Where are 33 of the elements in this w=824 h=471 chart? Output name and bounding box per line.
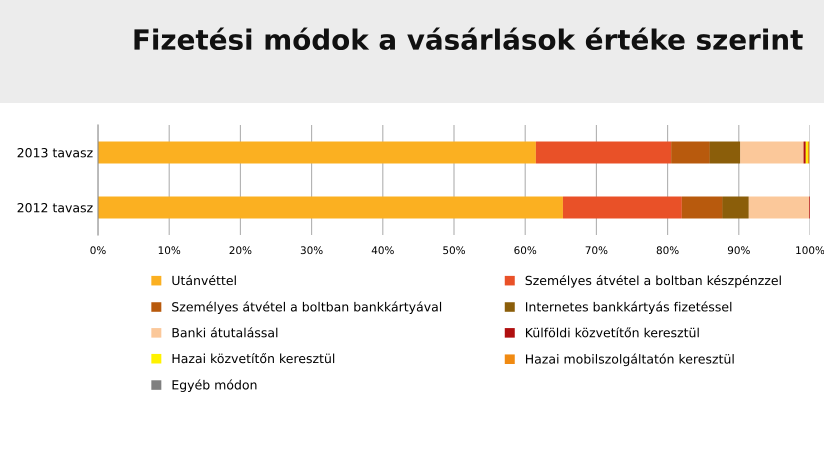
x-tick-label: 30% xyxy=(300,246,323,254)
x-tick-label: 50% xyxy=(443,246,465,254)
y-tick-label: 2012 tavasz xyxy=(18,202,93,212)
y-tick-label: 2013 tavasz xyxy=(18,148,93,158)
x-tick-label: 10% xyxy=(158,246,180,254)
bar xyxy=(710,142,740,164)
bar xyxy=(98,196,563,218)
bar xyxy=(748,196,810,218)
bar xyxy=(536,142,672,164)
x-tick-label: 20% xyxy=(230,246,252,254)
legend-label: Külföldi közvetítőn keresztül xyxy=(526,327,699,338)
x-tick-label: 100% xyxy=(796,246,824,254)
bar xyxy=(562,196,682,218)
legend-label: Banki átutalással xyxy=(172,327,278,338)
legend-label: Hazai mobilszolgáltatón keresztül xyxy=(526,354,734,366)
chart-title: Fizetési módok a vásárlások értéke szerint xyxy=(134,27,803,50)
x-tick-label: 80% xyxy=(656,246,679,254)
x-tick-label: 40% xyxy=(372,246,394,254)
bar xyxy=(682,196,722,218)
legend-label: Hazai közvetítőn keresztül xyxy=(172,353,334,364)
x-tick-label: 60% xyxy=(514,246,536,254)
bar xyxy=(671,142,710,164)
legend-label: Utánvéttel xyxy=(172,275,236,286)
legend-label: Egyéb módon xyxy=(172,379,256,392)
bar xyxy=(722,196,749,218)
x-tick-label: 70% xyxy=(586,246,608,254)
bar xyxy=(740,142,804,164)
bar xyxy=(98,142,536,164)
x-tick-label: 0% xyxy=(90,246,106,254)
legend-label: Személyes átvétel a boltban bankkártyával xyxy=(172,301,442,314)
x-tick-label: 90% xyxy=(728,246,750,254)
legend-label: Internetes bankkártyás fizetéssel xyxy=(526,301,732,314)
legend-label: Személyes átvétel a boltban készpénzzel xyxy=(526,275,781,288)
